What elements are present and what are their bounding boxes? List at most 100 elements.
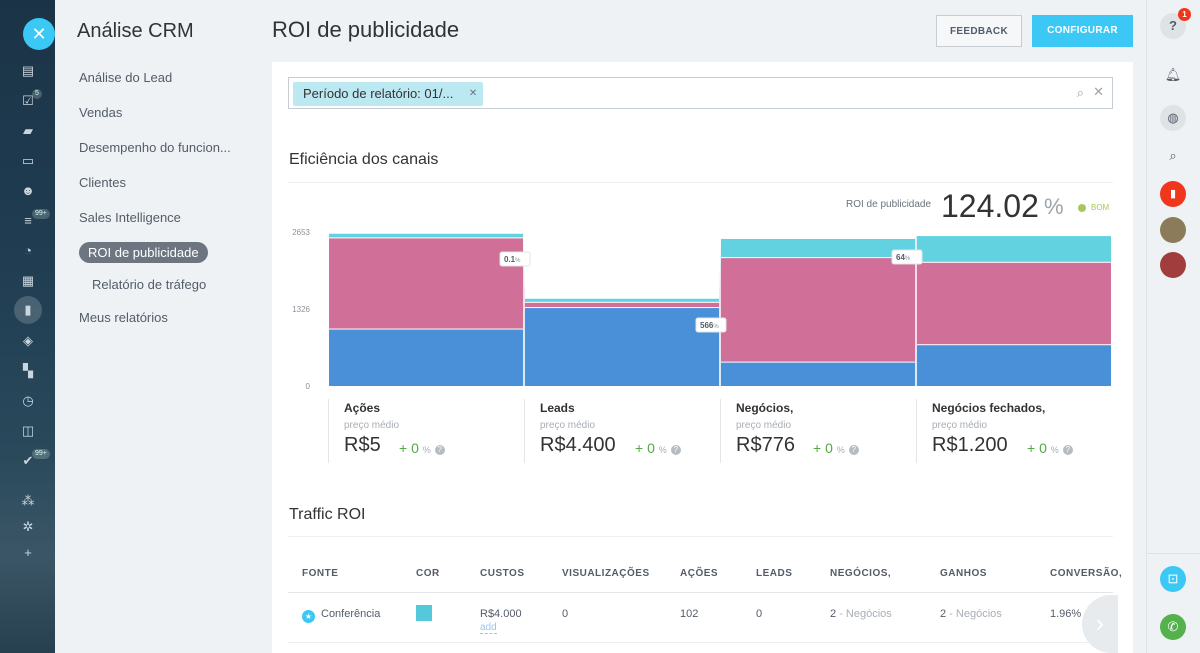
calendar-icon[interactable]: ▦ (21, 273, 35, 288)
search-icon[interactable]: ⌕ (1169, 148, 1177, 163)
deals-cell: 2 - Negócios (830, 608, 892, 620)
star-icon: ★ (302, 610, 315, 623)
y-tick-label: 2653 (292, 228, 310, 237)
actions-cell: 102 (680, 608, 699, 620)
video-icon[interactable]: ◫ (21, 423, 35, 438)
color-swatch[interactable] (416, 605, 432, 621)
sidebar-item-clients[interactable]: Clientes (79, 175, 126, 190)
chart-bar-segment (525, 308, 719, 386)
close-menu-button[interactable]: ✕ (23, 18, 55, 50)
help-count-badge: 1 (1178, 8, 1191, 21)
y-tick-label: 0 (306, 382, 311, 391)
stage-change: + 0 %? (1027, 440, 1073, 456)
help-icon[interactable]: ? (670, 445, 681, 455)
stage-avg-label: preço médio (540, 420, 596, 431)
bell-icon[interactable]: 🔔︎ (1164, 67, 1182, 82)
filter-chip[interactable]: Período de relatório: 01/... ✕ (293, 82, 484, 106)
stage-name: Leads (540, 401, 575, 415)
funnel-connector (719, 237, 721, 302)
chart-bar-segment (525, 298, 719, 302)
conversion-label-box (499, 251, 531, 267)
column-header[interactable]: GANHOS (940, 568, 987, 579)
column-header[interactable]: NEGÓCIOS, (830, 568, 892, 579)
help-button[interactable]: ? 1 (1160, 8, 1191, 39)
sidebar-title: Análise CRM (77, 20, 194, 42)
stage-avg-label: preço médio (344, 420, 400, 431)
contacts-icon[interactable]: ☻ (21, 183, 35, 198)
conversion-label: 0.1% (504, 255, 521, 264)
phone-icon[interactable]: ✆ (1160, 614, 1186, 640)
stage-card: Leads preço médio R$4.400 + 0 %? (524, 399, 720, 463)
feed-icon[interactable]: ▤ (21, 63, 35, 78)
funnel-chart: 2653 1326 0 0.1% 566% 64% (292, 228, 1111, 391)
configure-button[interactable]: CONFIGURAR (1032, 15, 1133, 47)
column-header[interactable]: VISUALIZAÇÕES (562, 568, 650, 579)
settings-icon[interactable]: ✲ (22, 519, 34, 534)
chart-bar-segment (329, 233, 523, 238)
filter-icon[interactable]: ≡ (24, 213, 32, 228)
stage-price: R$1.200 (932, 434, 1008, 456)
feedback-button[interactable]: FEEDBACK (936, 15, 1022, 47)
search-icon[interactable]: ⌕ (1076, 85, 1084, 100)
stage-name: Ações (344, 401, 381, 415)
column-header[interactable]: COR (416, 568, 440, 579)
add-cost-link[interactable]: add (480, 622, 497, 634)
status-dot-icon (1078, 204, 1086, 212)
sitemap-icon[interactable]: ⁂ (21, 493, 35, 508)
right-rail: ? 1 🔔︎ ◍ ⌕ ▮ ⊡ ✆ (1146, 0, 1200, 653)
conversion-label-box (695, 317, 727, 333)
filter-badge: 99+ (32, 209, 50, 219)
chart-bar-segment (329, 329, 523, 386)
avatar[interactable] (1160, 217, 1186, 243)
open-line-icon[interactable]: ⊡ (1160, 566, 1186, 592)
chart-bar-segment (917, 345, 1111, 386)
apps-icon[interactable]: ▚ (23, 363, 33, 378)
color-cell[interactable] (416, 605, 432, 624)
chart-bar-segment (917, 236, 1111, 262)
notes-icon[interactable]: ▮ (1160, 181, 1186, 207)
roi-value: 124.02 (941, 188, 1039, 224)
sidebar-item-my-reports[interactable]: Meus relatórios (79, 310, 168, 325)
filter-bar[interactable]: Período de relatório: 01/... ✕ ⌕ ✕ (288, 77, 1113, 109)
sidebar-item-employee-performance[interactable]: Desempenho do funcion... (79, 140, 231, 155)
column-header[interactable]: CONVERSÃO, (1050, 568, 1123, 579)
avatar[interactable] (1160, 252, 1186, 278)
column-header[interactable]: FONTE (302, 568, 339, 579)
divider (1147, 553, 1200, 554)
sidebar-item-ad-roi[interactable]: ROI de publicidade (79, 242, 208, 263)
help-icon[interactable]: ? (434, 445, 445, 455)
box-icon[interactable]: ◈ (23, 333, 33, 348)
sidebar-item-traffic-report[interactable]: Relatório de tráfego (92, 277, 207, 292)
inbox-icon[interactable]: ▭ (21, 153, 35, 168)
close-icon[interactable]: ✕ (1093, 84, 1104, 99)
add-icon[interactable]: + (24, 545, 32, 560)
tasks-icon[interactable]: ☑ (22, 93, 34, 108)
analytics-icon[interactable]: ▮ (14, 296, 42, 324)
help-icon[interactable]: ? (848, 445, 859, 455)
won-count: 2 (940, 608, 947, 620)
stage-name: Negócios, (736, 401, 794, 415)
column-header[interactable]: AÇÕES (680, 568, 719, 579)
column-header[interactable]: LEADS (756, 568, 793, 579)
chart-bar-segment (721, 362, 915, 386)
sidebar-item-sales[interactable]: Vendas (79, 105, 123, 120)
column-header[interactable]: CUSTOS (480, 568, 525, 579)
chip-remove-icon[interactable]: ✕ (468, 88, 478, 99)
main-panel: Período de relatório: 01/... ✕ ⌕ ✕ Efici… (272, 62, 1133, 653)
check-icon[interactable]: ✔ (22, 453, 34, 468)
sidebar-item-lead-analysis[interactable]: Análise do Lead (79, 70, 173, 85)
conversion-label: 64% (896, 253, 911, 262)
chat-bubble-icon[interactable]: ◍ (1160, 105, 1186, 131)
stage-change-unit: % (1050, 445, 1059, 455)
stage-card: Negócios, preço médio R$776 + 0 %? (720, 399, 916, 463)
sidebar: Análise CRM Análise do Lead Vendas Desem… (55, 0, 250, 653)
chat-icon[interactable]: ▰ (23, 123, 33, 138)
stage-card: Negócios fechados, preço médio R$1.200 +… (916, 399, 1112, 463)
source-cell: ★ Conferência (302, 608, 380, 623)
money-icon[interactable]: ◔ (24, 243, 32, 258)
help-icon[interactable]: ? (1062, 445, 1073, 455)
sidebar-item-sales-intelligence[interactable]: Sales Intelligence (79, 210, 181, 225)
divider (288, 536, 1113, 537)
won-cell: 2 - Negócios (940, 608, 1002, 620)
clock-icon[interactable]: ◷ (22, 393, 34, 408)
